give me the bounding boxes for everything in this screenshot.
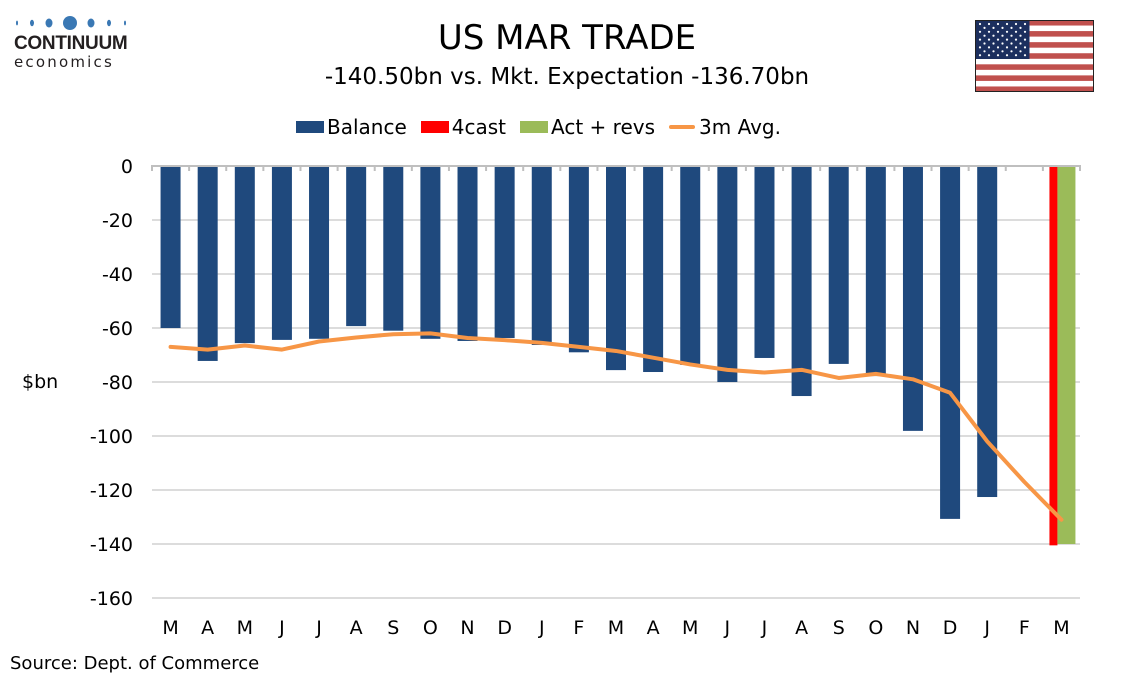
x-tick-label: N xyxy=(460,617,474,639)
x-tick-label: M xyxy=(162,617,178,639)
source-note: Source: Dept. of Commerce xyxy=(10,653,260,674)
x-tick-label: J xyxy=(278,617,285,639)
bar-balance xyxy=(940,166,961,519)
x-tick-label: O xyxy=(868,617,883,639)
y-tick-label: -120 xyxy=(90,480,133,502)
y-tick-label: -160 xyxy=(90,588,133,610)
legend-label-balance: Balance xyxy=(327,115,407,139)
y-tick-label: -40 xyxy=(102,264,133,286)
bar-act-revs xyxy=(1057,166,1076,544)
bar-balance xyxy=(828,166,849,364)
x-tick-label: M xyxy=(237,617,253,639)
x-tick-label: F xyxy=(1019,617,1030,639)
x-tick-label: D xyxy=(497,617,512,639)
bar-balance xyxy=(977,166,998,498)
legend-swatch-3m-avg xyxy=(669,125,695,129)
logo-dots-icon xyxy=(14,14,134,32)
x-tick-label: J xyxy=(761,617,768,639)
bar-balance xyxy=(717,166,738,382)
y-axis-label: $bn xyxy=(22,371,58,393)
x-tick-label: D xyxy=(943,617,958,639)
x-tick-label: M xyxy=(1053,617,1069,639)
legend-swatch-balance xyxy=(296,121,324,133)
x-axis xyxy=(151,165,1081,171)
legend-item-balance: Balance xyxy=(296,114,407,140)
us-flag-icon xyxy=(974,19,1095,93)
legend-label-act-revs: Act + revs xyxy=(551,115,655,139)
legend-item-act-revs: Act + revs xyxy=(520,114,655,140)
x-tick-label: M xyxy=(608,617,624,639)
bar-4cast xyxy=(1049,166,1058,546)
bar-balance xyxy=(420,166,441,339)
bar-balance xyxy=(902,166,923,431)
chart-title: US MAR TRADE xyxy=(437,18,697,58)
x-tick-label: A xyxy=(795,617,808,639)
x-tick-label: M xyxy=(682,617,698,639)
bar-balance xyxy=(457,166,478,341)
y-tick-label: -20 xyxy=(102,210,133,232)
legend-swatch-act-revs xyxy=(520,121,549,133)
y-tick-label: -140 xyxy=(90,534,133,556)
bar-balance xyxy=(791,166,812,397)
bar-balance xyxy=(197,166,218,361)
legend-swatch-4cast xyxy=(420,121,449,133)
bar-balance xyxy=(680,166,701,365)
bar-balance xyxy=(383,166,404,331)
y-tick-label: 0 xyxy=(121,156,133,178)
bar-balance xyxy=(160,166,181,328)
bar-balance xyxy=(865,166,886,377)
x-tick-label: J xyxy=(983,617,990,639)
logo-brand-text: CONTINUUM xyxy=(14,33,128,54)
x-tick-label: A xyxy=(201,617,214,639)
bar-balance xyxy=(643,166,664,373)
x-tick-label: S xyxy=(387,617,399,639)
bar-balance xyxy=(531,166,552,346)
bar-balance xyxy=(754,166,775,358)
bar-balance xyxy=(346,166,367,327)
bar-balance xyxy=(606,166,626,371)
x-tick-label: S xyxy=(833,617,845,639)
x-tick-label: J xyxy=(724,617,731,639)
chart-legend: Balance 4cast Act + revs 3m Avg. xyxy=(296,114,795,140)
bar-balance xyxy=(309,166,330,339)
bar-balance xyxy=(271,166,292,340)
legend-label-3m-avg: 3m Avg. xyxy=(699,115,781,139)
bar-balance xyxy=(234,166,255,344)
y-tick-labels: 0 -20 -40 -60 -80 -100 -120 -140 -160 xyxy=(90,156,133,610)
continuum-economics-logo: CONTINUUM economics xyxy=(14,14,134,74)
bar-balance xyxy=(568,166,589,353)
x-tick-label: A xyxy=(350,617,363,639)
x-tick-label: N xyxy=(906,617,920,639)
legend-item-3m-avg: 3m Avg. xyxy=(669,114,781,140)
bars xyxy=(160,166,1076,546)
x-tick-label: F xyxy=(573,617,584,639)
y-tick-label: -60 xyxy=(102,318,133,340)
x-tick-label: O xyxy=(423,617,438,639)
x-tick-label: A xyxy=(647,617,660,639)
legend-item-4cast: 4cast xyxy=(420,114,507,140)
x-tick-label: J xyxy=(538,617,545,639)
gridlines xyxy=(152,219,1080,599)
chart-subtitle: -140.50bn vs. Mkt. Expectation -136.70bn xyxy=(324,64,810,90)
legend-label-4cast: 4cast xyxy=(451,115,507,139)
y-tick-label: -80 xyxy=(102,372,133,394)
avg-line xyxy=(168,331,1064,522)
bar-balance xyxy=(494,166,515,338)
x-tick-label: J xyxy=(315,617,322,639)
logo-sub-text: economics xyxy=(14,53,114,71)
y-tick-label: -100 xyxy=(90,426,133,448)
